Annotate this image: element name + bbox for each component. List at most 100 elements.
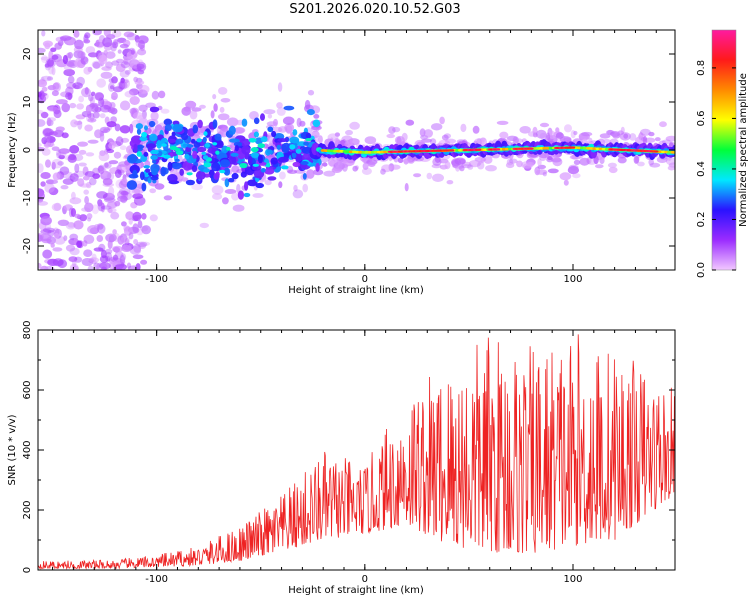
spectrogram-blob	[126, 32, 137, 41]
spectrogram-blob	[136, 128, 142, 135]
spectrogram-blob	[203, 168, 210, 173]
tick-label: 100	[563, 574, 582, 585]
spectrogram-blob	[112, 86, 123, 93]
spectrogram-blob	[573, 130, 578, 136]
spectrogram-blob	[364, 136, 377, 145]
tick-label: 400	[22, 440, 33, 459]
spectrogram-blob	[99, 113, 106, 119]
bottom-y-axis-label: SNR (10 * v/v)	[7, 414, 18, 485]
spectrogram-blob	[201, 151, 207, 156]
spectrogram-blob	[539, 132, 547, 140]
spectrogram-blob	[85, 112, 91, 122]
spectrogram-blob	[72, 258, 77, 268]
spectrogram-blob	[110, 85, 114, 90]
spectrogram-blob	[568, 164, 579, 171]
spectrogram-blob	[98, 164, 105, 175]
spectrogram-blob	[150, 149, 159, 155]
spectrogram-blob	[96, 191, 108, 199]
spectrogram-blob	[667, 165, 675, 171]
spectrogram-blob	[46, 117, 52, 127]
spectrogram-blob	[74, 213, 81, 219]
spectrogram-blob	[136, 151, 142, 157]
spectrogram-blob	[119, 43, 129, 49]
spectrogram-blob	[125, 211, 134, 221]
spectrogram-blob	[92, 61, 101, 69]
spectrogram-blob	[546, 132, 551, 141]
tick-label: 10	[22, 96, 33, 109]
spectrogram-blob	[405, 119, 415, 126]
spectrogram-blob	[85, 46, 96, 55]
colorbar-ticks: 0.0 0.2 0.4 0.6 0.8	[696, 60, 736, 278]
spectrogram-blob	[89, 177, 97, 186]
spectrogram-blob	[139, 171, 145, 181]
spectrogram-blob	[46, 76, 54, 81]
spectrogram-blob	[51, 146, 60, 151]
spectrogram-blob	[144, 125, 148, 131]
spectrogram-blob	[133, 76, 139, 83]
spectrogram-blob	[199, 104, 206, 109]
spectrogram-blob	[260, 168, 266, 173]
spectrogram-blob	[642, 136, 648, 145]
spectrogram-blob	[271, 130, 277, 138]
spectrogram-blob	[128, 153, 138, 164]
spectrogram-blob	[220, 98, 231, 103]
spectrogram-blob	[555, 127, 560, 133]
spectrogram-blob	[215, 150, 220, 155]
spectrogram-blob	[302, 173, 307, 180]
spectrogram-blob	[381, 164, 393, 173]
spectrogram-blob	[397, 157, 404, 163]
spectrogram-blob	[287, 169, 298, 174]
spectrogram-blob	[55, 126, 65, 132]
spectrogram-blob	[656, 156, 668, 163]
spectrogram-blob	[45, 159, 51, 168]
spectrogram-blob	[431, 123, 443, 131]
spectrogram-blob	[53, 109, 62, 119]
spectrogram-blob	[63, 204, 73, 211]
spectrogram-blob	[57, 219, 70, 226]
spectrogram-blob	[197, 146, 207, 153]
spectrogram-blob	[104, 197, 116, 203]
spectrogram-blob	[69, 173, 79, 182]
spectrogram-blob	[112, 265, 123, 270]
spectrogram-blob	[344, 141, 353, 148]
spectrogram-blob	[51, 54, 59, 60]
spectrogram-blob	[536, 129, 547, 139]
spectrogram-blob	[42, 40, 54, 48]
spectrogram-blob	[151, 90, 160, 100]
spectrogram-blob	[82, 175, 90, 181]
spectrogram-blob	[143, 165, 150, 169]
spectrogram-blob	[160, 108, 170, 114]
spectrogram-blob	[648, 131, 655, 137]
spectrogram-blob	[499, 131, 509, 139]
spectrogram-blob	[516, 160, 523, 168]
spectrogram-blob	[163, 195, 173, 201]
spectrogram-blob	[460, 123, 467, 133]
spectrogram-blob	[132, 188, 141, 195]
spectrogram-blob	[137, 220, 143, 229]
spectrogram-blob	[136, 241, 148, 248]
spectrogram-blob	[105, 255, 111, 263]
spectrogram-blob	[77, 59, 86, 69]
spectrogram-blob	[228, 155, 237, 165]
spectrogram-blob	[236, 183, 241, 194]
spectrogram-blob	[139, 241, 151, 246]
spectrogram-blob	[66, 61, 75, 67]
spectrogram-blob	[129, 139, 140, 148]
spectrogram-blob	[78, 162, 87, 167]
spectrogram-blob	[276, 107, 286, 116]
spectrogram-blob	[145, 168, 151, 173]
spectrogram-blob	[230, 152, 239, 157]
spectrogram-blob	[191, 183, 203, 191]
spectrogram-blob	[509, 158, 518, 164]
spectrogram-blob	[404, 183, 409, 192]
tick-label: 0	[362, 274, 368, 285]
spectrogram-blob	[121, 244, 132, 252]
spectrogram-blob	[132, 211, 142, 222]
spectrogram-blob	[295, 153, 302, 163]
spectrogram-blob	[246, 179, 258, 187]
spectrogram-blob	[117, 81, 128, 90]
spectrogram-blob	[136, 144, 145, 149]
spectrogram-blob	[38, 201, 49, 206]
spectrogram-blob	[547, 168, 559, 174]
spectrogram-blob	[51, 203, 62, 212]
